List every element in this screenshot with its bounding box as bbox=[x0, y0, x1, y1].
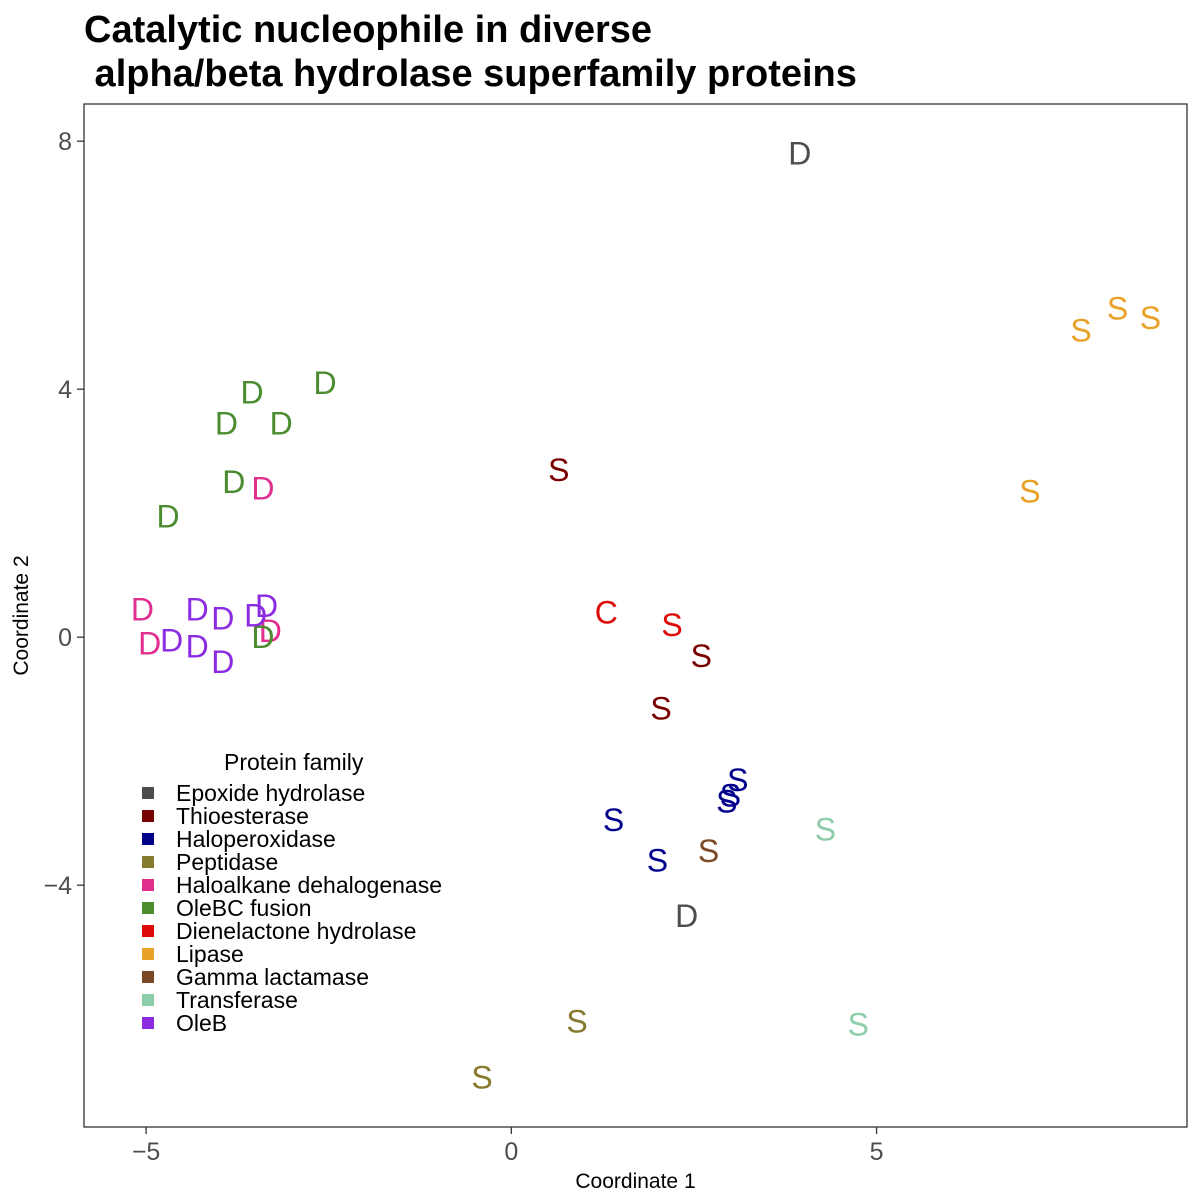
data-point: D bbox=[788, 136, 811, 172]
legend-key bbox=[142, 994, 154, 1006]
data-point: D bbox=[186, 629, 209, 665]
data-point: S bbox=[650, 691, 671, 727]
data-point: S bbox=[548, 452, 569, 488]
legend-label: Thioesterase bbox=[176, 803, 309, 829]
legend-key bbox=[142, 810, 154, 822]
y-tick-label: 8 bbox=[58, 128, 72, 156]
data-point: S bbox=[603, 802, 624, 838]
data-point: S bbox=[647, 842, 668, 878]
legend-title: Protein family bbox=[224, 749, 364, 775]
legend: Protein family Epoxide hydrolaseThioester… bbox=[142, 749, 442, 1036]
legend-label: Haloperoxidase bbox=[176, 826, 336, 852]
legend-label: OleB bbox=[176, 1010, 227, 1036]
x-axis: −5 0 5 bbox=[132, 1127, 884, 1166]
legend-key bbox=[142, 971, 154, 983]
data-point: D bbox=[255, 588, 278, 624]
legend-key bbox=[142, 833, 154, 845]
data-point: S bbox=[661, 607, 682, 643]
chart-title-line: Catalytic nucleophile in diverse bbox=[84, 9, 652, 51]
data-point: S bbox=[1140, 300, 1161, 336]
y-axis: 8 4 0 −4 bbox=[43, 128, 84, 900]
data-point: D bbox=[186, 591, 209, 627]
data-point: S bbox=[1019, 474, 1040, 510]
data-point: S bbox=[1070, 312, 1091, 348]
data-point: S bbox=[698, 833, 719, 869]
data-point: D bbox=[240, 374, 263, 410]
legend-label: Transferase bbox=[176, 987, 298, 1013]
data-point: D bbox=[211, 601, 234, 637]
legend-label: Dienelactone hydrolase bbox=[176, 918, 416, 944]
legend-label: Lipase bbox=[176, 941, 244, 967]
legend-label: Peptidase bbox=[176, 849, 278, 875]
legend-label: Epoxide hydrolase bbox=[176, 780, 365, 806]
y-tick-label: −4 bbox=[43, 872, 72, 900]
plot-panel-border bbox=[83, 103, 1188, 1128]
x-tick-label: 0 bbox=[504, 1138, 518, 1166]
x-axis-title: Coordinate 1 bbox=[575, 1170, 695, 1193]
data-point: D bbox=[251, 619, 274, 655]
legend-label: Gamma lactamase bbox=[176, 964, 369, 990]
data-point: D bbox=[251, 470, 274, 506]
data-point: D bbox=[138, 625, 161, 661]
legend-key bbox=[142, 948, 154, 960]
legend-key bbox=[142, 879, 154, 891]
data-point: C bbox=[595, 594, 618, 630]
legend-key bbox=[142, 856, 154, 868]
data-point: S bbox=[720, 777, 741, 813]
legend-key bbox=[142, 925, 154, 937]
data-point: S bbox=[716, 784, 737, 820]
data-point: D bbox=[313, 365, 336, 401]
data-point: S bbox=[1107, 291, 1128, 327]
legend-key bbox=[142, 902, 154, 914]
legend-key bbox=[142, 1017, 154, 1029]
legend-label: OleBC fusion bbox=[176, 895, 312, 921]
data-point: D bbox=[244, 598, 267, 634]
data-point: D bbox=[259, 613, 282, 649]
chart-title-line: alpha/beta hydrolase superfamily protein… bbox=[84, 53, 857, 95]
data-point: S bbox=[815, 811, 836, 847]
data-point: D bbox=[675, 898, 698, 934]
y-axis-title: Coordinate 2 bbox=[10, 555, 33, 675]
legend-key bbox=[142, 787, 154, 799]
data-point: D bbox=[211, 644, 234, 680]
data-point: D bbox=[160, 622, 183, 658]
data-point: S bbox=[727, 762, 748, 798]
data-point: S bbox=[848, 1007, 869, 1043]
data-point: S bbox=[691, 638, 712, 674]
x-tick-label: 5 bbox=[870, 1138, 884, 1166]
data-point: S bbox=[471, 1059, 492, 1095]
chart-title: Catalytic nucleophile in diverse alpha/b… bbox=[84, 9, 857, 95]
data-point: S bbox=[566, 1004, 587, 1040]
data-point: D bbox=[222, 464, 245, 500]
y-tick-label: 4 bbox=[58, 376, 72, 404]
data-point: D bbox=[156, 498, 179, 534]
data-point: D bbox=[215, 405, 238, 441]
data-point: D bbox=[270, 405, 293, 441]
legend-label: Haloalkane dehalogenase bbox=[176, 872, 442, 898]
data-point: D bbox=[131, 591, 154, 627]
x-tick-label: −5 bbox=[132, 1138, 161, 1166]
y-tick-label: 0 bbox=[58, 624, 72, 652]
